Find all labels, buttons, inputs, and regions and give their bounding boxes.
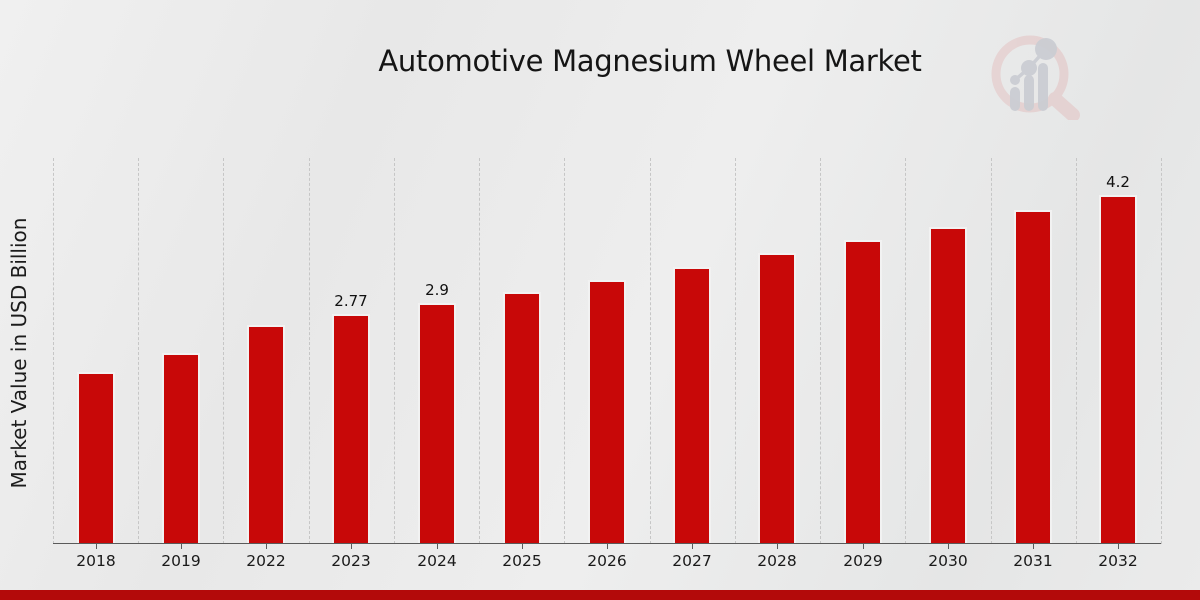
gridline [734,158,736,544]
bar-2030 [929,227,967,544]
x-tick-label: 2032 [1098,552,1138,570]
bar-2026 [588,280,626,544]
x-tick-label: 2027 [672,552,712,570]
gridline [990,158,992,544]
axis-tick [181,544,182,549]
gridline [820,158,822,544]
axis-tick [351,544,352,549]
bar-2031 [1014,210,1052,544]
axis-tick [1033,544,1034,549]
axis-tick [437,544,438,549]
x-tick-label: 2023 [331,552,371,570]
axis-tick [266,544,267,549]
x-tick-label: 2031 [1013,552,1053,570]
bar-2022 [247,325,285,544]
bar-value-label: 2.77 [334,292,368,310]
gridline [53,158,54,544]
gridline [393,158,395,544]
magnifier-ring-icon [991,35,1080,120]
bar-2024 [418,303,456,544]
gridline [138,158,140,544]
gridline [649,158,651,544]
plot-area: 2.77 2.9 4.2 [53,158,1162,549]
bar-2032 [1099,195,1137,544]
axis-tick [1118,544,1119,549]
bar-2027 [673,267,711,544]
bar-2018 [77,372,115,544]
x-tick-label: 2026 [587,552,627,570]
gridline [1161,158,1162,544]
x-tick-label: 2019 [161,552,201,570]
magnifier-bar-chart-logo [991,35,1080,120]
bar-2019 [162,353,200,544]
logo-bars-icon [1010,38,1057,111]
gridline [308,158,310,544]
bar-2029 [844,240,882,544]
x-tick-label: 2029 [843,552,883,570]
gridline [479,158,481,544]
axis-tick [777,544,778,549]
x-tick-label: 2024 [417,552,457,570]
chart-title: Automotive Magnesium Wheel Market [378,44,922,78]
axis-tick [863,544,864,549]
gridline [564,158,566,544]
x-tick-label: 2022 [246,552,286,570]
x-tick-label: 2030 [928,552,968,570]
bar-value-label: 2.9 [425,281,449,299]
bar-2023 [332,314,370,544]
x-tick-label: 2018 [76,552,116,570]
bar-value-label: 4.2 [1106,173,1130,191]
axis-tick [522,544,523,549]
gridline [1075,158,1077,544]
bar-2028 [758,253,796,544]
axis-tick [607,544,608,549]
x-tick-label: 2028 [757,552,797,570]
gridline [905,158,907,544]
bar-2025 [503,292,541,544]
axis-tick [948,544,949,549]
axis-tick [96,544,97,549]
x-tick-label: 2025 [502,552,542,570]
gridline [223,158,225,544]
y-axis-label: Market Value in USD Billion [7,217,31,489]
axis-tick [692,544,693,549]
footer-accent-bar [0,590,1200,600]
x-axis-line [53,543,1161,544]
